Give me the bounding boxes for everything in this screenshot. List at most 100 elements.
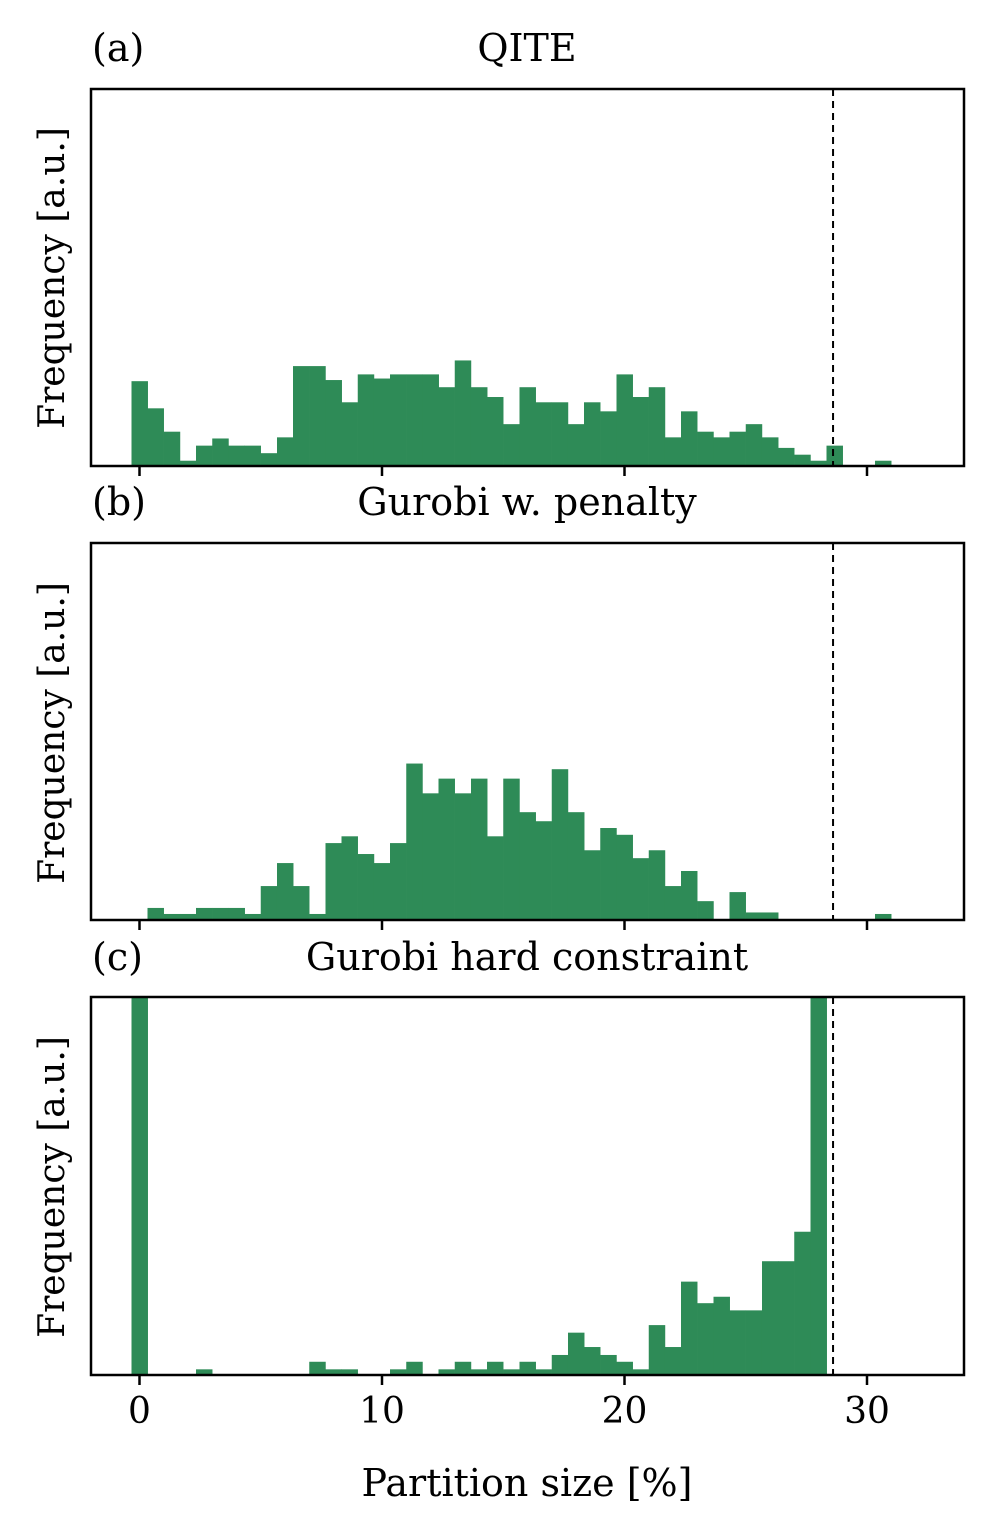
- panel-b: (b) Gurobi w. penalty Frequency [a.u.]: [32, 480, 966, 930]
- panel-a-bar: [616, 374, 633, 466]
- panel-b-bar: [535, 821, 552, 920]
- panel-c-title: Gurobi hard constraint: [306, 935, 748, 979]
- panel-b-bar: [664, 886, 682, 920]
- panel-a-bar: [778, 447, 795, 466]
- panel-b-bars: [147, 763, 892, 920]
- panel-b-bar: [616, 834, 633, 920]
- panel-b-bar: [648, 850, 666, 920]
- panel-a-bar: [826, 445, 843, 466]
- panel-b-bar: [357, 854, 375, 920]
- panel-a-bar: [131, 381, 148, 466]
- panel-a-bar: [761, 437, 779, 466]
- panel-a-bar: [697, 431, 714, 466]
- panel-b-x-ticks: [138, 920, 869, 930]
- panel-a-bar: [664, 437, 682, 466]
- panel-c-bar: [567, 1332, 585, 1375]
- panel-c-bar: [761, 1261, 779, 1375]
- panel-c-bar: [600, 1354, 617, 1375]
- panel-a-bar: [713, 437, 730, 466]
- panel-c-bar: [487, 1361, 504, 1375]
- panel-c-x-ticks: [138, 1375, 869, 1385]
- panel-c-bar: [664, 1347, 682, 1375]
- panel-a-bar: [179, 460, 197, 466]
- panel-a-bar: [422, 374, 439, 466]
- panel-b-bar: [600, 828, 617, 920]
- panel-a-bar: [535, 402, 552, 466]
- panel-b-bar: [761, 912, 779, 920]
- panel-b-bar: [196, 907, 213, 920]
- x-tick-label: 20: [602, 1391, 648, 1432]
- panel-c-bars: [131, 997, 827, 1375]
- panel-a-bar: [228, 445, 245, 466]
- panel-c-bar: [778, 1261, 795, 1375]
- panel-a-bar: [551, 402, 569, 466]
- panel-b-bar: [503, 778, 520, 920]
- panel-a-bar: [163, 431, 181, 466]
- panel-b-bar: [584, 850, 601, 920]
- panel-a-bar: [648, 387, 666, 466]
- panel-b-bar: [632, 858, 649, 920]
- panel-a-bar: [309, 366, 326, 466]
- panel-c-bar: [794, 1231, 811, 1375]
- panel-c-bar: [551, 1354, 569, 1375]
- x-tick-label: 30: [844, 1391, 890, 1432]
- panel-b-frame: [89, 541, 966, 922]
- panel-a-bar: [794, 454, 811, 466]
- panel-c-ylabel: Frequency [a.u.]: [32, 1036, 73, 1338]
- panel-a-bar: [875, 460, 892, 466]
- panel-b-bar: [519, 812, 536, 920]
- panel-b-bar: [470, 778, 488, 920]
- panel-b-bar: [422, 793, 439, 920]
- panel-a-bar: [519, 387, 536, 466]
- panel-b-bar: [147, 907, 164, 920]
- panel-a-bar: [454, 360, 472, 466]
- panel-c-bar: [632, 1369, 649, 1375]
- panel-b-title: Gurobi w. penalty: [357, 480, 697, 524]
- panel-a: (a) QITE Frequency [a.u.]: [32, 26, 966, 476]
- x-tick-label: 10: [359, 1391, 405, 1432]
- panel-a-bar: [212, 438, 229, 466]
- panel-a-bar: [470, 387, 488, 466]
- panel-b-bar: [260, 886, 278, 920]
- panel-b-bar: [163, 913, 181, 920]
- panel-c: (c) Gurobi hard constraint Frequency [a.…: [32, 935, 966, 1432]
- panel-c-bar: [341, 1369, 358, 1375]
- panel-a-bar: [600, 411, 617, 466]
- panel-c-bar: [131, 997, 148, 1375]
- panel-c-bar: [697, 1303, 714, 1375]
- panel-c-bar: [535, 1369, 552, 1375]
- panel-b-bar: [228, 907, 245, 920]
- panel-a-bar: [487, 397, 504, 466]
- panel-c-bar: [648, 1325, 666, 1375]
- panel-a-bar: [341, 402, 358, 466]
- panel-b-bar: [309, 913, 326, 920]
- panel-b-bar: [212, 907, 229, 920]
- panel-a-bar: [244, 445, 261, 466]
- panel-a-bar: [147, 408, 164, 466]
- panel-a-bar: [584, 402, 601, 466]
- panel-b-bar: [179, 913, 197, 920]
- x-axis-label: Partition size [%]: [362, 1461, 693, 1505]
- panel-c-bar: [325, 1369, 342, 1375]
- panel-c-x-tick-labels: 0 10 20 30: [128, 1391, 890, 1432]
- panel-c-bar: [470, 1369, 488, 1375]
- panel-a-bar: [745, 424, 763, 466]
- panel-a-bar: [390, 374, 407, 466]
- panel-b-bar: [551, 769, 569, 920]
- panel-b-bar: [697, 901, 714, 920]
- panel-c-bar: [503, 1369, 520, 1375]
- panel-b-bar: [244, 913, 261, 920]
- panel-a-bar: [632, 397, 649, 466]
- panel-c-bar: [454, 1361, 472, 1375]
- panel-b-bar: [487, 836, 504, 920]
- panel-c-frame: [89, 995, 966, 1377]
- panel-c-bar: [438, 1369, 455, 1375]
- panel-a-x-ticks: [138, 466, 869, 476]
- panel-c-bar: [745, 1310, 763, 1375]
- panel-a-label: (a): [92, 26, 144, 70]
- panel-c-bar: [390, 1369, 407, 1375]
- panel-b-bar: [567, 812, 585, 920]
- panel-a-bar: [260, 453, 278, 466]
- panel-c-bar: [729, 1310, 746, 1375]
